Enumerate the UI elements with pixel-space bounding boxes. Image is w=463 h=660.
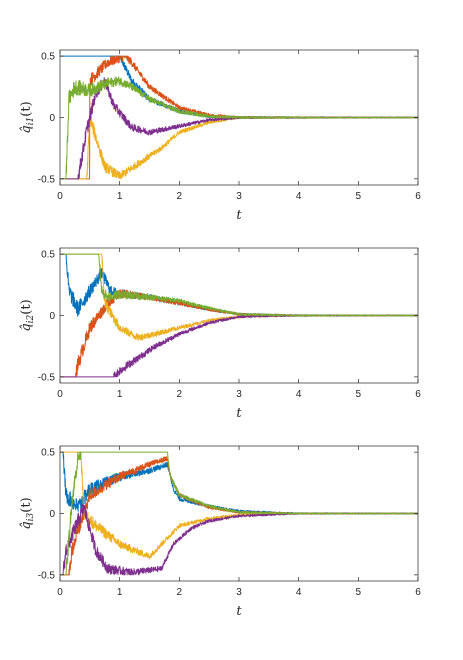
x-tick-label: 3	[236, 191, 242, 202]
x-tick-label: 4	[296, 587, 302, 598]
y-axis-label: q̂i3(t)	[19, 497, 36, 529]
y-tick-label: -0.5	[38, 570, 56, 581]
series-line-1	[60, 451, 418, 515]
x-tick-label: 4	[296, 191, 302, 202]
series-line-5	[60, 76, 418, 180]
y-axis-label-subscript: i3	[26, 512, 36, 521]
x-tick-label: 1	[117, 389, 123, 400]
chart-panel-1: 0 1 2 3 4 5 6-0.500.5tq̂i1(t)	[19, 49, 421, 223]
x-tick-label: 2	[177, 587, 183, 598]
series-line-5	[60, 451, 418, 576]
series-line-3	[60, 113, 418, 180]
series-group	[60, 55, 418, 180]
y-axis-label-arg: (t)	[19, 101, 34, 116]
series-line-3	[60, 451, 418, 560]
series-line-4	[60, 314, 418, 378]
x-tick-label: 0	[57, 587, 63, 598]
y-tick-label: 0.5	[41, 52, 55, 63]
x-tick-label: 3	[236, 389, 242, 400]
x-tick-label: 5	[356, 587, 362, 598]
x-axis-label: t	[236, 604, 242, 619]
y-axis-label-arg: (t)	[19, 497, 34, 512]
x-tick-label: 2	[177, 191, 183, 202]
y-tick-label: -0.5	[38, 174, 56, 185]
y-tick-label: 0	[49, 113, 55, 124]
x-tick-label: 6	[415, 191, 421, 202]
x-tick-label: 1	[117, 191, 123, 202]
y-axis-label-main: q̂	[19, 323, 34, 331]
x-tick-label: 6	[415, 587, 421, 598]
x-axis-label: t	[236, 406, 242, 421]
y-tick-label: 0	[49, 509, 55, 520]
x-tick-label: 4	[296, 389, 302, 400]
series-group	[60, 253, 418, 378]
y-axis-label: q̂i1(t)	[19, 101, 36, 133]
y-tick-label: 0	[49, 311, 55, 322]
y-axis-label-main: q̂	[19, 125, 34, 133]
x-tick-label: 6	[415, 389, 421, 400]
series-line-1	[60, 253, 418, 317]
x-tick-label: 0	[57, 389, 63, 400]
chart-panel-2: 0 1 2 3 4 5 6-0.500.5tq̂i2(t)	[19, 247, 421, 421]
x-tick-label: 1	[117, 587, 123, 598]
x-tick-label: 5	[356, 191, 362, 202]
x-tick-label: 3	[236, 587, 242, 598]
y-axis-label-arg: (t)	[19, 299, 34, 314]
y-tick-label: 0.5	[41, 448, 55, 459]
y-tick-label: -0.5	[38, 372, 56, 383]
series-line-5	[60, 253, 418, 317]
y-axis-label: q̂i2(t)	[19, 299, 36, 331]
y-axis-label-subscript: i2	[26, 314, 36, 323]
x-tick-label: 0	[57, 191, 63, 202]
x-tick-label: 5	[356, 389, 362, 400]
x-tick-label: 2	[177, 389, 183, 400]
series-group	[60, 451, 418, 576]
y-tick-label: 0.5	[41, 250, 55, 261]
series-line-4	[60, 77, 418, 180]
series-line-2	[60, 289, 418, 378]
x-axis-label: t	[236, 208, 242, 223]
y-axis-label-subscript: i1	[26, 117, 36, 126]
chart-panel-3: 0 1 2 3 4 5 6-0.500.5tq̂i3(t)	[19, 445, 421, 619]
y-axis-label-main: q̂	[19, 521, 34, 529]
